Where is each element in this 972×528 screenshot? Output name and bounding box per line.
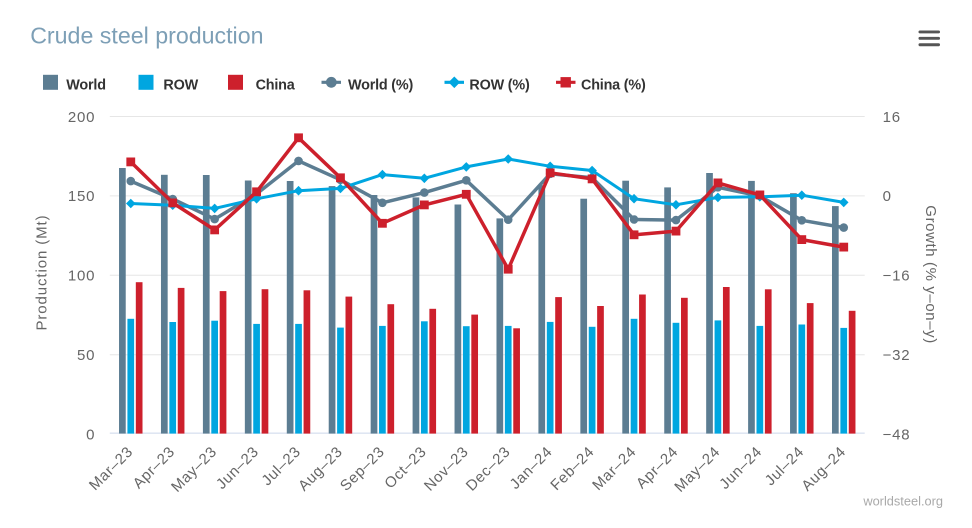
svg-text:100: 100	[68, 268, 95, 285]
svg-text:Production (Mt): Production (Mt)	[34, 214, 51, 330]
svg-text:Growth (% y–on–y): Growth (% y–on–y)	[922, 205, 939, 344]
svg-text:World (%): World (%)	[348, 77, 413, 93]
svg-text:ROW: ROW	[163, 77, 198, 93]
svg-text:−32: −32	[883, 347, 911, 364]
svg-text:0: 0	[86, 426, 95, 443]
svg-text:worldsteel.org: worldsteel.org	[862, 494, 943, 509]
svg-text:−48: −48	[883, 426, 911, 443]
svg-text:China: China	[256, 77, 296, 93]
svg-text:ROW (%): ROW (%)	[469, 77, 530, 93]
svg-text:0: 0	[883, 188, 892, 205]
svg-text:16: 16	[883, 109, 901, 126]
svg-text:200: 200	[68, 109, 95, 126]
svg-text:China (%): China (%)	[581, 77, 646, 93]
svg-text:−16: −16	[883, 268, 911, 285]
svg-text:50: 50	[77, 347, 95, 364]
svg-text:World: World	[66, 77, 106, 93]
svg-text:Crude steel production: Crude steel production	[30, 22, 263, 48]
svg-text:150: 150	[68, 188, 95, 205]
